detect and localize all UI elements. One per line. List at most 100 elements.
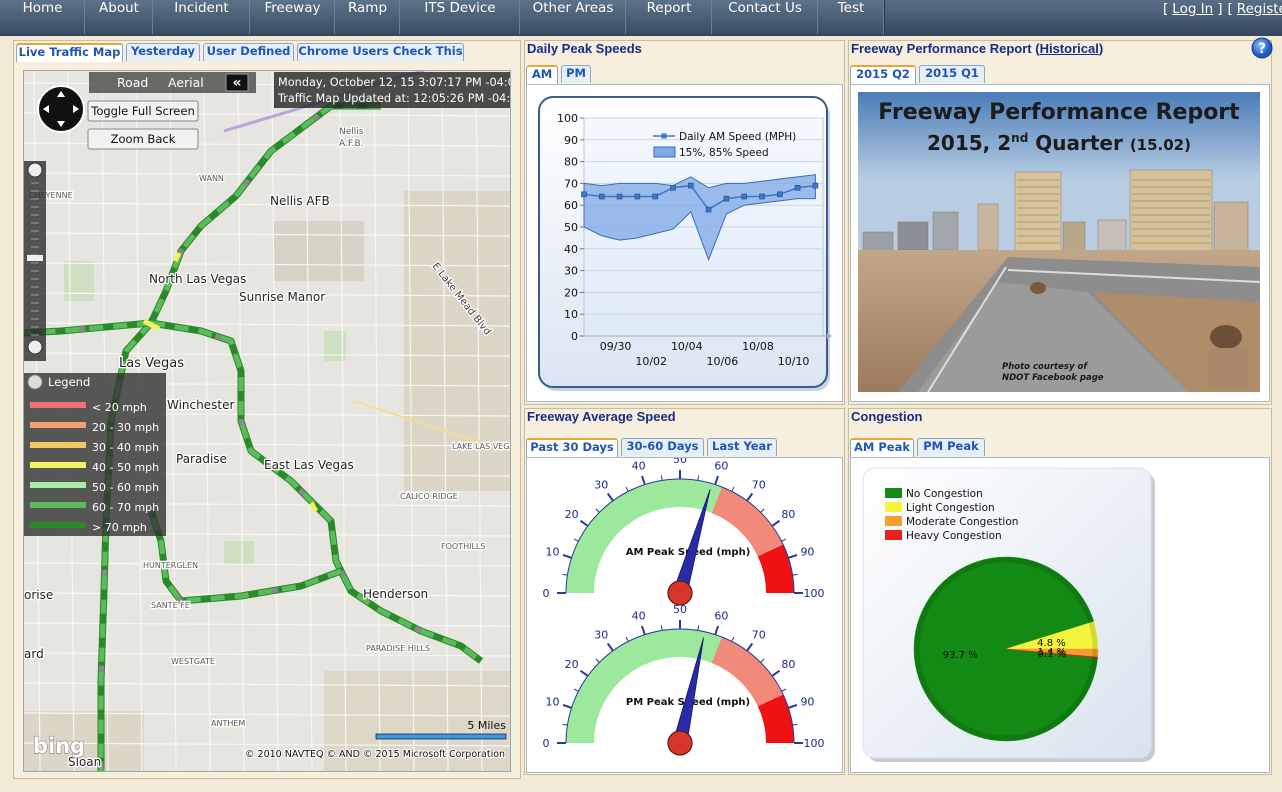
pie-rim <box>914 557 1098 741</box>
historical-link[interactable]: Historical <box>1039 41 1099 56</box>
place-label: ANTHEM <box>211 719 245 728</box>
building <box>1014 171 1062 255</box>
street <box>373 71 381 771</box>
nav-item[interactable]: Ramp <box>335 0 401 34</box>
tab[interactable]: AM <box>526 65 558 84</box>
legend-label: Daily AM Speed (MPH) <box>679 131 796 143</box>
legend-swatch <box>653 146 676 158</box>
nav-item[interactable]: ITS Device <box>400 0 521 34</box>
gauge-tick-label: 100 <box>804 587 825 600</box>
zoom-out[interactable] <box>27 339 43 355</box>
nav-item[interactable]: Report <box>626 0 713 34</box>
tab[interactable]: Yesterday <box>126 43 200 61</box>
x-tick-label: 10/10 <box>778 355 810 368</box>
tab[interactable]: Last Year <box>707 438 777 456</box>
tab[interactable]: PM <box>561 65 591 83</box>
tab[interactable]: Past 30 Days <box>526 438 618 457</box>
legend-toggle[interactable] <box>27 374 43 390</box>
nav-item[interactable]: Home <box>0 0 86 34</box>
street <box>24 712 510 717</box>
zoom-back-label[interactable]: Zoom Back <box>111 132 176 146</box>
gauge-tick <box>606 642 614 652</box>
gauge-tick-label: 90 <box>800 696 814 709</box>
series-marker <box>705 206 712 213</box>
panel-title: Congestion <box>851 409 923 424</box>
tab[interactable]: 2015 Q1 <box>919 65 985 83</box>
legend-swatch <box>30 482 86 488</box>
pan-control[interactable] <box>37 85 85 133</box>
nav-item[interactable]: Other Areas <box>520 0 627 34</box>
legend-label: 40 - 50 mph <box>92 461 159 474</box>
x-tick-label: 10/06 <box>707 355 739 368</box>
gauge-tick <box>579 519 589 527</box>
gauge-minor-tick <box>792 723 798 726</box>
street <box>407 71 415 771</box>
toggle-button[interactable] <box>87 100 199 122</box>
place-label: orise <box>24 588 53 602</box>
gauge-minor-tick <box>660 475 663 481</box>
tab[interactable]: Live Traffic Map <box>16 43 123 62</box>
legend-label: Heavy Congestion <box>906 530 1002 542</box>
tab[interactable]: 30-60 Days <box>621 438 704 456</box>
timestamp-updated: Traffic Map Updated at: 12:05:26 PM -04:… <box>277 92 511 105</box>
bracket: [ <box>1227 1 1233 17</box>
legend-marker <box>661 133 667 139</box>
place-label: East Las Vegas <box>264 458 354 472</box>
legend-label: Moderate Congestion <box>906 516 1018 528</box>
nav-item[interactable]: Incident <box>153 0 251 34</box>
series-marker <box>794 184 801 191</box>
freeway-yellow <box>172 251 182 263</box>
pie-label: 0.1 % <box>1038 649 1067 660</box>
map-area <box>24 711 144 771</box>
freeway-speed <box>148 103 381 325</box>
place-label: WANN <box>199 174 224 183</box>
series-marker <box>670 184 676 191</box>
gauge-tick-label: 30 <box>594 629 608 642</box>
mode-aerial[interactable]: Aerial <box>168 75 204 90</box>
tab[interactable]: AM Peak <box>850 438 914 457</box>
zoom-in[interactable] <box>27 162 43 178</box>
street <box>24 292 510 297</box>
building <box>1129 169 1213 255</box>
gauge-minor-tick <box>697 625 700 631</box>
register-link[interactable]: Register <box>1236 1 1282 17</box>
gauge-tick-label: 40 <box>632 610 646 623</box>
gauge-minor-tick <box>595 508 600 513</box>
nav-item[interactable]: Freeway <box>250 0 336 34</box>
collapse-label[interactable]: « <box>232 75 241 91</box>
toggle-label[interactable]: Toggle Full Screen <box>90 104 195 118</box>
report-image[interactable]: Freeway Performance Report 2015, 2nd Quar… <box>858 92 1260 392</box>
nav-item[interactable]: Contact Us <box>712 0 819 34</box>
y-tick-label: 10 <box>564 308 578 321</box>
street-major <box>353 400 510 452</box>
y-tick-label: 30 <box>564 265 578 278</box>
nav-item[interactable]: Test <box>818 0 885 34</box>
gauge-tick-label: 10 <box>546 546 560 559</box>
collapse-button[interactable] <box>225 73 249 92</box>
copyright: © 2010 NAVTEQ © AND © 2015 Microsoft Cor… <box>245 749 505 760</box>
mode-road[interactable]: Road <box>117 75 148 90</box>
gauge-tick-label: 30 <box>594 479 608 492</box>
zoom-back-button[interactable] <box>87 128 199 150</box>
tab[interactable]: PM Peak <box>917 438 985 456</box>
legend-swatch <box>885 488 902 498</box>
gauge-tick-label: 100 <box>804 737 825 750</box>
login-link[interactable]: Log In <box>1172 1 1214 17</box>
tab[interactable]: Chrome Users Check This <box>297 43 464 61</box>
legend-swatch <box>885 516 902 526</box>
series-marker <box>581 191 587 198</box>
freeway-speed <box>98 321 153 771</box>
freeway-speed <box>24 320 152 336</box>
building <box>1097 219 1127 253</box>
help-icon[interactable]: ? <box>1251 37 1273 59</box>
tab[interactable]: 2015 Q2 <box>850 65 916 84</box>
nav-bar: Home About Incident Freeway Ramp ITS Device Ot… <box>0 0 1282 36</box>
scale-label: 5 Miles <box>467 719 506 732</box>
gauge-minor-tick <box>562 723 568 726</box>
nav-item[interactable]: About <box>85 0 154 34</box>
y-tick-label: 40 <box>564 243 578 256</box>
panel-title: Freeway Average Speed <box>527 409 676 424</box>
tab[interactable]: User Defined <box>203 43 294 61</box>
gauge-minor-tick <box>760 508 765 513</box>
